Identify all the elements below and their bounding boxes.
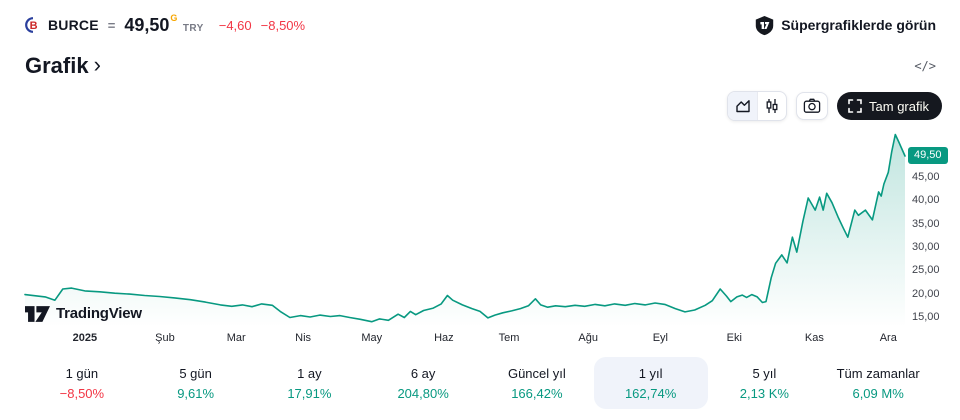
period-change: 17,91% [287,385,332,401]
period-label: 1 gün [65,365,99,381]
symbol-info: B BURCE = 49,50G TRY −4,60 −8,50% [25,12,306,36]
period-tab-guncel-yil[interactable]: Güncel yıl 166,42% [480,357,594,409]
change-absolute: −4,60 [218,17,252,33]
fullscreen-icon [848,99,862,113]
period-label: 5 gün [179,365,212,381]
chart-section-link[interactable]: Grafik › [25,53,101,79]
period-change: 166,42% [511,385,563,401]
period-selector: 1 gün −8,50% 5 gün 9,61% 1 ay 17,91% 6 a… [25,357,935,409]
time-axis-label: Mar [226,332,246,344]
chevron-right-icon: › [93,51,101,77]
last-price: 49,50 [124,14,170,35]
candlestick-chart-icon [764,98,780,114]
tradingview-logo-icon [25,305,50,322]
price-chart[interactable] [0,130,960,330]
time-axis-label: Ara [879,332,897,344]
equals-indicator: = [107,17,116,33]
time-axis-label: Haz [434,332,454,344]
time-axis-label: Nis [295,332,312,344]
period-tab-5gun[interactable]: 5 gün 9,61% [139,357,253,409]
tradingview-attribution[interactable]: TradingView [25,305,142,322]
time-axis-label: Eki [726,332,742,344]
period-tab-5yil[interactable]: 5 yıl 2,13 K% [708,357,822,409]
currency-label: TRY [182,22,204,34]
time-axis-label: Şub [155,332,175,344]
chart-toolbar: Tam grafik [727,91,942,121]
period-change: 162,74% [624,385,677,401]
snapshot-button[interactable] [796,92,829,120]
price-chart-canvas [24,133,906,327]
period-change: 9,61% [177,385,215,401]
period-tab-6ay[interactable]: 6 ay 204,80% [366,357,480,409]
ticker-symbol: BURCE [48,17,99,33]
fullscreen-button[interactable]: Tam grafik [837,92,942,120]
period-change: 204,80% [397,385,449,401]
period-tab-1ay[interactable]: 1 ay 17,91% [253,357,367,409]
page-title: Grafik [25,53,89,78]
camera-icon [803,98,821,114]
price-area-fill [25,134,905,327]
period-change: 6,09 M% [852,385,904,401]
price-group: 49,50G TRY [124,12,204,36]
time-axis-label: 2025 [72,332,98,344]
change-percent: −8,50% [260,17,306,33]
svg-text:B: B [30,20,38,32]
supercharts-link[interactable]: Süpergrafiklerde görün [755,15,936,36]
time-axis-label: May [361,332,383,344]
period-label: 1 ay [297,365,322,381]
period-label: Güncel yıl [507,365,566,381]
time-axis-label: Eyl [652,332,668,344]
time-axis-label: Kas [804,332,824,344]
period-label: 6 ay [410,365,436,381]
area-chart-button[interactable] [728,92,758,120]
period-change: 2,13 K% [739,385,789,401]
embed-code-icon[interactable]: </> [914,59,936,73]
period-label: Tüm zamanlar [836,365,920,381]
time-axis-label: Tem [498,332,520,344]
period-tab-1gun[interactable]: 1 gün −8,50% [25,357,139,409]
fullscreen-label: Tam grafik [869,98,929,114]
delayed-data-flag: G [170,12,178,23]
supercharts-label: Süpergrafiklerde görün [781,17,936,33]
burce-logo-icon: B [25,17,41,33]
time-axis-label: Ağu [578,332,598,344]
candlestick-chart-button[interactable] [757,92,786,120]
period-label: 5 yıl [752,365,777,381]
period-label: 1 yıl [638,365,663,381]
chart-type-switch [727,91,788,121]
last-price-badge: 49,50 [908,147,948,164]
symbol-header: B BURCE = 49,50G TRY −4,60 −8,50% Süperg… [25,12,936,38]
area-chart-icon [735,98,751,114]
period-change: −8,50% [59,385,105,401]
time-axis: 2025 Şub Mar Nis May Haz Tem Ağu Eyl Eki Kas Ara [0,332,960,346]
supercharts-shield-icon [755,15,774,36]
price-line [24,133,906,323]
tradingview-brand-text: TradingView [56,305,142,322]
period-tab-tum-zamanlar[interactable]: Tüm zamanlar 6,09 M% [821,357,935,409]
section-title-row: Grafik › </> [25,50,936,82]
period-tab-1yil[interactable]: 1 yıl 162,74% [593,357,708,409]
